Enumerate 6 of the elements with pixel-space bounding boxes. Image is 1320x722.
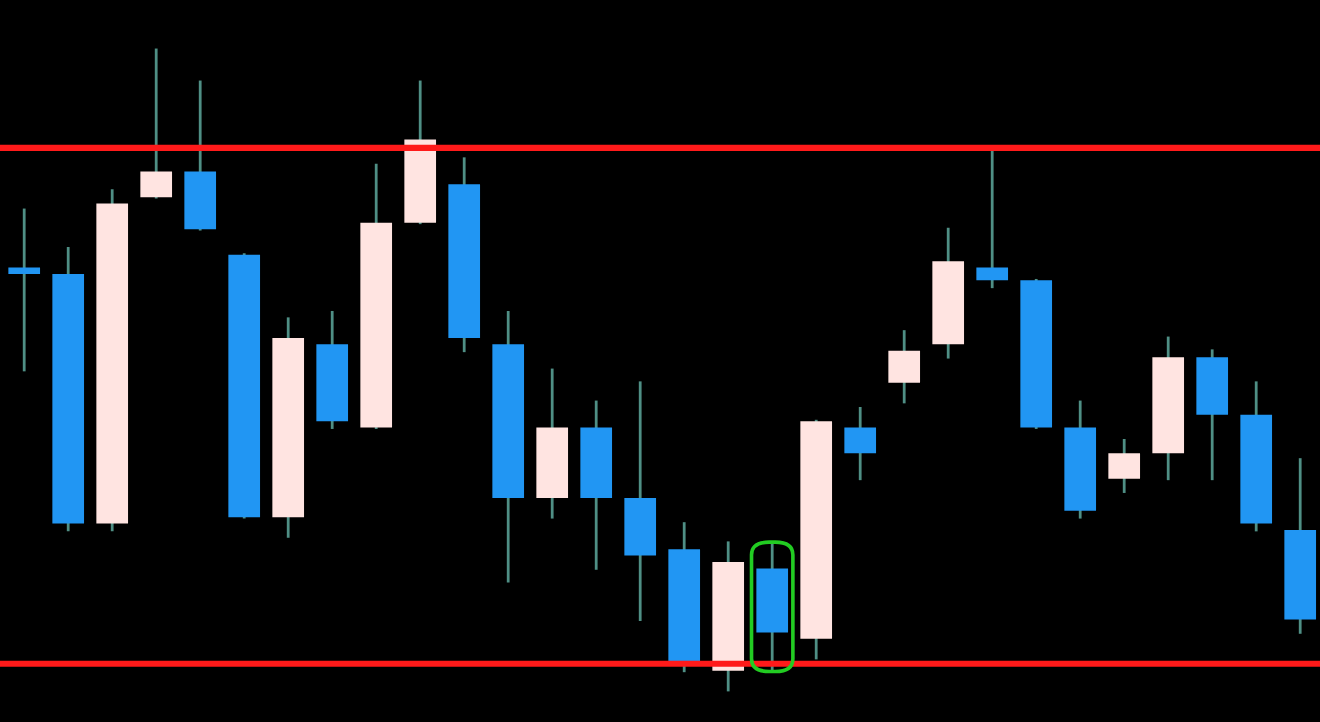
candlestick bbox=[140, 48, 173, 199]
candlestick bbox=[844, 406, 877, 481]
candlestick bbox=[888, 330, 921, 404]
candlestick bbox=[1108, 438, 1141, 493]
candlestick bbox=[976, 150, 1009, 289]
candlestick bbox=[8, 208, 41, 372]
